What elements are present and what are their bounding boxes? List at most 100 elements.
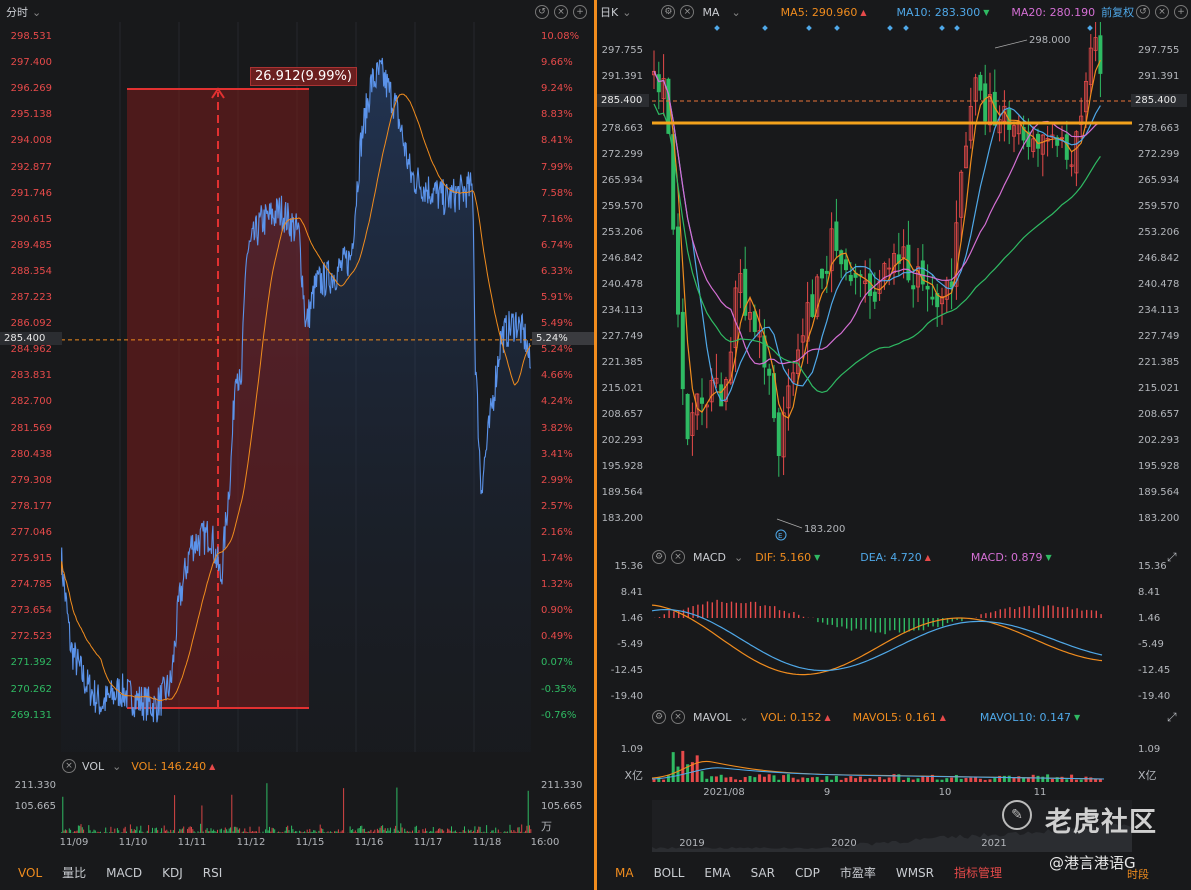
intraday-chart[interactable] — [61, 22, 533, 752]
macd-histogram-bar — [697, 604, 699, 618]
volume-bar — [109, 832, 111, 833]
volume-bar — [314, 830, 316, 833]
percent-tick: 5.24% — [541, 344, 573, 356]
volume-bar — [232, 831, 234, 833]
undo-icon[interactable]: ↺ — [535, 5, 549, 19]
price-tick: 278.663 — [601, 123, 643, 134]
chevron-down-icon[interactable]: ⌄ — [733, 550, 744, 564]
tab-4[interactable]: CDP — [794, 865, 820, 880]
gear-icon[interactable]: ⚙ — [661, 5, 676, 19]
price-tick-right: 253.206 — [1138, 227, 1180, 238]
close-icon[interactable]: × — [554, 5, 568, 19]
volume-bar — [423, 831, 425, 833]
low-leader — [776, 518, 803, 529]
close-icon[interactable]: × — [680, 5, 695, 19]
dif-line — [652, 604, 1103, 676]
price-tick: 270.262 — [10, 683, 52, 695]
gear-icon[interactable]: ⚙ — [652, 710, 666, 724]
macd-tick-right: -19.40 — [1138, 691, 1171, 702]
volume-bar — [362, 829, 364, 833]
volume-bar — [293, 831, 295, 833]
close-icon[interactable]: × — [62, 759, 76, 773]
add-icon[interactable]: + — [573, 5, 587, 19]
intraday-volume-chart[interactable] — [61, 778, 533, 833]
chevron-down-icon[interactable]: ⌄ — [622, 5, 632, 19]
macd-histogram-bar — [1033, 608, 1035, 618]
kline-chart[interactable]: 298.000 183.200 E — [652, 22, 1132, 542]
chevron-down-icon[interactable]: ⌄ — [739, 710, 749, 724]
volume-bar — [425, 828, 426, 833]
kline-title: 日K — [600, 6, 619, 19]
price-tick: 286.092 — [10, 318, 52, 330]
tab-6[interactable]: WMSR — [895, 865, 935, 880]
tab-0[interactable]: MA — [615, 865, 634, 880]
period-button[interactable]: 时段 — [1127, 868, 1149, 881]
candle-body — [887, 267, 892, 270]
price-tick-right: 221.385 — [1138, 357, 1180, 368]
volume-bar — [210, 828, 212, 833]
volume-bar — [945, 778, 949, 782]
price-tick: 221.385 — [601, 357, 643, 368]
tab-7[interactable]: 指标管理 — [954, 866, 1003, 880]
volume-bar — [369, 831, 371, 833]
macd-histogram-bar — [1028, 605, 1030, 618]
undo-icon[interactable]: ↺ — [1136, 5, 1150, 19]
price-tick: 294.008 — [10, 135, 52, 147]
volume-bar — [265, 829, 267, 833]
volume-bar — [308, 832, 309, 833]
tab-0[interactable]: VOL — [18, 865, 43, 880]
volume-bar — [479, 826, 481, 833]
volume-bar — [387, 828, 389, 833]
adjust-mode[interactable]: 前复权 — [1101, 6, 1135, 19]
close-icon[interactable]: × — [671, 550, 685, 564]
chevron-down-icon[interactable]: ⌄ — [731, 5, 741, 19]
volume-bar — [456, 831, 458, 833]
macd-tick-right: 8.41 — [1138, 587, 1161, 598]
tab-2[interactable]: MACD — [106, 865, 143, 880]
volume-bar — [300, 831, 302, 833]
volume-bar — [940, 779, 944, 782]
chevron-down-icon[interactable]: ⌄ — [112, 759, 122, 773]
volume-bar — [902, 779, 906, 782]
candle-body — [954, 222, 959, 287]
volume-bar — [806, 777, 810, 782]
volume-bar — [782, 775, 786, 782]
volume-bar — [168, 832, 170, 833]
price-tick-right: 183.200 — [1138, 513, 1180, 524]
tab-2[interactable]: EMA — [704, 865, 731, 880]
percent-tick: 4.66% — [541, 370, 573, 382]
macd-chart[interactable] — [652, 568, 1132, 705]
volume-bar — [231, 794, 233, 833]
volume-bar — [340, 831, 342, 833]
tab-3[interactable]: KDJ — [162, 865, 183, 880]
close-icon[interactable]: × — [671, 710, 685, 724]
volume-bar — [191, 826, 192, 833]
close-icon[interactable]: × — [1155, 5, 1169, 19]
add-icon[interactable]: + — [1174, 5, 1188, 19]
panel-divider[interactable] — [594, 0, 597, 890]
volume-bar — [950, 777, 954, 782]
candle-body — [1040, 134, 1045, 155]
price-tick: 195.928 — [601, 461, 643, 472]
tab-4[interactable]: RSI — [202, 865, 223, 880]
volume-bar — [1050, 779, 1054, 782]
volume-bar — [123, 828, 125, 833]
tab-1[interactable]: BOLL — [653, 865, 685, 880]
mavol-chart[interactable] — [652, 728, 1132, 782]
volume-bar — [453, 831, 455, 833]
chevron-down-icon[interactable]: ⌄ — [32, 5, 42, 19]
candle-body — [661, 78, 666, 100]
volume-bar — [978, 778, 982, 782]
candle-body — [781, 412, 786, 458]
tab-5[interactable]: 市盈率 — [839, 866, 876, 880]
macd-histogram-bar — [990, 612, 992, 618]
expand-icon[interactable]: ⤢ — [1167, 550, 1177, 564]
overview-scroller[interactable] — [652, 800, 1132, 852]
gear-icon[interactable]: ⚙ — [652, 550, 666, 564]
expand-icon[interactable]: ⤢ — [1167, 710, 1177, 724]
volume-bar — [116, 828, 118, 833]
volume-bar — [527, 790, 529, 833]
tab-3[interactable]: SAR — [750, 865, 775, 880]
volume-bar — [460, 832, 462, 833]
tab-1[interactable]: 量比 — [62, 866, 87, 880]
